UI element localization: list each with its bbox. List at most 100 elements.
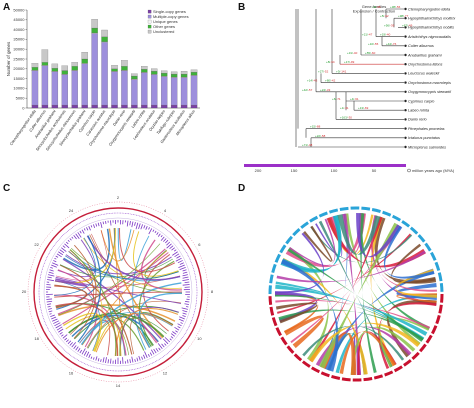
synteny-link: [63, 312, 102, 352]
bar-segment: [61, 104, 68, 109]
density-bar: [178, 264, 185, 268]
density-bar: [105, 357, 107, 363]
density-bar: [164, 337, 171, 343]
chromosome-label: 2: [117, 195, 120, 200]
bar-segment: [190, 75, 198, 106]
chord-ribbon: [360, 213, 377, 374]
bar-segment: [61, 70, 68, 75]
y-axis-label: Number of genes: [6, 41, 11, 76]
synteny-link: [79, 312, 173, 344]
density-bar: [73, 235, 77, 240]
bar-segment: [170, 71, 178, 75]
density-bar: [53, 260, 57, 263]
time-tick-label: 200: [255, 168, 262, 173]
tree-tip-node: [404, 99, 407, 103]
bar-segment: [101, 42, 108, 106]
density-bar: [176, 255, 181, 259]
chord-segment: [401, 220, 411, 228]
bar-segment: [131, 73, 138, 77]
species-label: Ctenopharyngodon idella: [408, 7, 450, 11]
synteny-link: [71, 248, 182, 294]
density-bar: [182, 312, 187, 315]
density-bar: [54, 257, 57, 260]
density-bar: [147, 353, 150, 357]
density-bar: [56, 253, 62, 258]
synteny-link: [119, 317, 165, 356]
density-bar: [58, 328, 64, 333]
bar-segment: [121, 70, 128, 106]
legend-swatch: [147, 24, 152, 29]
time-axis-label: million years ago (MYA): [412, 168, 455, 173]
density-bar: [155, 348, 159, 352]
synteny-link: [138, 292, 183, 348]
chord-ribbon: [350, 326, 416, 375]
inner-ring: [43, 217, 193, 367]
panel-letter-b: B: [238, 2, 246, 13]
panel-letter-c: C: [3, 183, 11, 194]
branch-label: +56/-39: [384, 23, 395, 27]
density-bar: [75, 346, 79, 351]
branch-label: +21/-47: [362, 33, 373, 37]
tree-tip-node: [404, 118, 407, 121]
tree-tip-node: [404, 145, 407, 149]
chord-ribbon: [280, 259, 339, 372]
density-bar: [62, 245, 66, 249]
legend-swatch: [147, 29, 152, 34]
density-bar: [81, 348, 86, 355]
density-bar: [184, 303, 189, 305]
synteny-link: [117, 227, 132, 261]
chord-segment: [393, 365, 403, 373]
chord-segment: [339, 206, 349, 211]
chord-segment: [293, 353, 303, 362]
branch-label: +38/-56: [390, 5, 401, 9]
bar-segment: [91, 33, 98, 106]
density-bar: [160, 235, 163, 238]
bar-segment: [31, 70, 39, 106]
density-bar: [177, 326, 181, 329]
density-bar: [69, 342, 73, 346]
tree-tip-node: [404, 7, 407, 11]
density-bar: [185, 301, 190, 303]
synteny-link: [54, 278, 88, 287]
density-bar: [102, 221, 104, 225]
bar-segment: [180, 77, 188, 106]
chord-segment: [271, 317, 278, 327]
tree-tip-node: [404, 90, 407, 94]
density-bar: [138, 223, 141, 229]
tree-tip-node: [404, 17, 407, 20]
density-bar: [145, 226, 148, 230]
bar-segment: [190, 72, 198, 76]
species-label: Culter alburnus: [408, 44, 434, 48]
density-bar: [47, 276, 52, 279]
bar-segment: [170, 77, 178, 106]
density-bar: [48, 271, 54, 274]
density-bar: [62, 334, 68, 339]
synteny-link: [65, 254, 172, 275]
chord-ribbon: [396, 293, 437, 303]
density-bar: [180, 322, 183, 324]
density-bar: [149, 352, 153, 356]
density-bar: [158, 347, 161, 351]
density-bar: [154, 230, 157, 234]
chromosome-label: 22: [34, 242, 39, 247]
density-bar: [143, 354, 146, 359]
legend-label: Multiple-copy genes: [153, 14, 189, 19]
bar-segment: [141, 72, 148, 106]
branch-label: +80/-42: [325, 79, 336, 83]
tree-tip-node: [404, 136, 407, 139]
density-bar: [51, 316, 57, 320]
synteny-link: [83, 238, 182, 289]
synteny-link: [129, 313, 174, 355]
species-label: Aristichthys nigrocaudalis: [407, 35, 451, 39]
bar-segment: [131, 79, 138, 106]
density-bar: [46, 298, 53, 300]
bar-segment: [61, 65, 68, 71]
tree-tip-node: [404, 35, 407, 38]
chord-ribbon: [391, 243, 436, 284]
bar-segment: [170, 73, 178, 78]
branch-label: +9/-35: [372, 5, 381, 9]
density-bar: [178, 318, 184, 322]
density-bar: [143, 225, 146, 229]
density-bar: [169, 245, 174, 250]
density-bar: [95, 223, 98, 227]
